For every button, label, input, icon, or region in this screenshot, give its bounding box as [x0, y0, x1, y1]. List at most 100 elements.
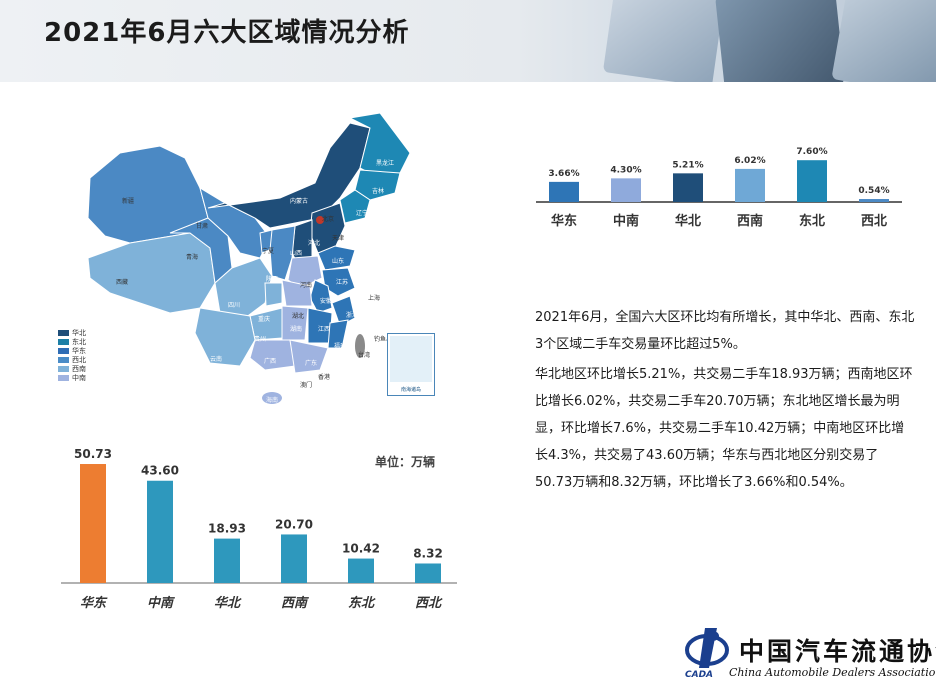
data-label: 7.60%	[796, 147, 827, 157]
map-label: 陕西	[266, 276, 279, 283]
logo-name-cn: 中国汽车流通协会	[739, 637, 936, 666]
map-label: 吉林	[372, 188, 385, 195]
map-label: 北京	[322, 216, 335, 223]
map-label: 湖北	[292, 313, 305, 320]
decor-cube	[831, 0, 936, 82]
region-fujian	[327, 319, 349, 349]
map-label: 山西	[290, 250, 303, 257]
map-label: 海南	[266, 397, 279, 404]
data-label: 6.02%	[734, 156, 765, 166]
data-label: 4.30%	[610, 165, 641, 175]
region-liaoning	[339, 189, 371, 224]
data-label: 10.42	[342, 542, 380, 556]
bar-华东	[549, 181, 579, 202]
map-label: 西藏	[116, 279, 129, 286]
map-label: 天津	[332, 235, 345, 242]
category-label: 东北	[799, 213, 825, 229]
bar-东北	[348, 558, 374, 583]
map-label: 黑龙江	[376, 160, 395, 167]
map-label: 香港	[318, 374, 331, 381]
cada-emblem-icon	[685, 628, 729, 668]
region-zhejiang	[331, 295, 356, 327]
category-label: 西北	[415, 596, 443, 611]
map-label: 台湾	[358, 352, 371, 359]
bar-东北	[797, 160, 827, 202]
legend-item: 东北	[58, 337, 86, 346]
map-label: 甘肃	[196, 223, 209, 230]
map-label: 江西	[318, 326, 331, 333]
decor-cube	[602, 0, 728, 82]
map-label: 内蒙古	[290, 198, 309, 205]
beijing-marker	[316, 216, 324, 224]
data-label: 5.21%	[672, 160, 703, 170]
bar-西南	[281, 534, 307, 583]
map-label: 湖南	[290, 326, 303, 333]
header-banner: 2021年6月六大区域情况分析	[0, 0, 936, 82]
data-label: 0.54%	[858, 186, 889, 196]
region-guangxi	[249, 339, 296, 371]
page-title: 2021年6月六大区域情况分析	[44, 18, 410, 48]
data-label: 3.66%	[548, 169, 579, 179]
legend-item: 西北	[58, 355, 86, 364]
region-shandong	[317, 245, 356, 271]
bar-华北	[214, 538, 240, 583]
map-label: 福建	[334, 343, 347, 350]
map-label: 河北	[308, 240, 321, 247]
category-label: 华北	[214, 595, 242, 611]
map-legend: 华北 东北 华东 西北 西南 中南	[58, 328, 86, 382]
category-label: 西北	[861, 214, 887, 229]
category-label: 中南	[147, 595, 175, 611]
region-chongqing	[264, 282, 283, 307]
south-china-sea-inset: 南海诸岛	[387, 333, 435, 396]
data-label: 20.70	[275, 517, 313, 531]
china-region-map	[87, 112, 411, 404]
category-label: 西南	[737, 213, 763, 229]
map-label: 澳门	[300, 382, 313, 389]
decor-cube	[715, 0, 845, 82]
map-label: 广东	[305, 360, 318, 367]
logo-abbr: CADA	[685, 670, 714, 680]
region-jilin	[354, 169, 401, 201]
map-label: 山东	[332, 258, 345, 265]
map-label: 广西	[264, 358, 277, 365]
map-label: 宁夏	[262, 248, 275, 255]
map-label: 新疆	[122, 198, 135, 205]
map-label: 河南	[300, 282, 313, 289]
map-label: 四川	[228, 302, 241, 309]
data-label: 8.32	[413, 546, 443, 560]
map-label: 贵州	[254, 336, 267, 343]
legend-item: 西南	[58, 364, 86, 373]
bar-华东	[80, 464, 106, 583]
map-label: 江苏	[336, 279, 349, 286]
category-label: 中南	[613, 213, 639, 229]
legend-item: 华北	[58, 328, 86, 337]
data-label: 43.60	[141, 464, 179, 478]
bar-中南	[611, 178, 641, 202]
bar-西南	[735, 168, 765, 202]
region-hubei	[281, 279, 313, 307]
map-label: 上海	[368, 295, 381, 302]
bar-西北	[859, 199, 889, 202]
map-label: 安徽	[320, 298, 333, 305]
map-label: 云南	[210, 356, 223, 363]
region-shaanxi	[269, 225, 296, 281]
unit-label: 单位：万辆	[375, 454, 435, 469]
analysis-paragraph: 2021年6月，全国六大区环比均有所增长，其中华北、西南、东北3个区域二手车交易…	[535, 310, 915, 352]
analysis-text: 2021年6月，全国六大区环比均有所增长，其中华北、西南、东北3个区域二手车交易…	[535, 304, 915, 499]
map-label: 青海	[186, 254, 199, 261]
legend-item: 中南	[58, 373, 86, 382]
category-label: 华东	[551, 213, 577, 229]
data-label: 18.93	[208, 522, 246, 536]
region-guangdong	[289, 339, 329, 374]
growth-rate-chart: 3.66% 华东 4.30% 中南 5.21% 华北 6.02% 西南 7.60% 东北 0.54%…	[536, 147, 902, 229]
region-henan	[287, 255, 323, 289]
cada-logo: CADA 中国汽车流通协会 China Automobile Dealers A…	[683, 622, 936, 684]
analysis-paragraph: 华北地区环比增长5.21%，共交易二手车18.93万辆；西南地区环比增长6.02…	[535, 367, 913, 490]
category-label: 东北	[348, 595, 376, 611]
region-hainan	[262, 392, 282, 404]
region-taiwan	[355, 334, 365, 358]
bar-西北	[415, 563, 441, 583]
region-tibet	[87, 232, 216, 314]
category-label: 西南	[281, 595, 309, 611]
logo-name-en: China Automobile Dealers Association	[729, 666, 936, 679]
